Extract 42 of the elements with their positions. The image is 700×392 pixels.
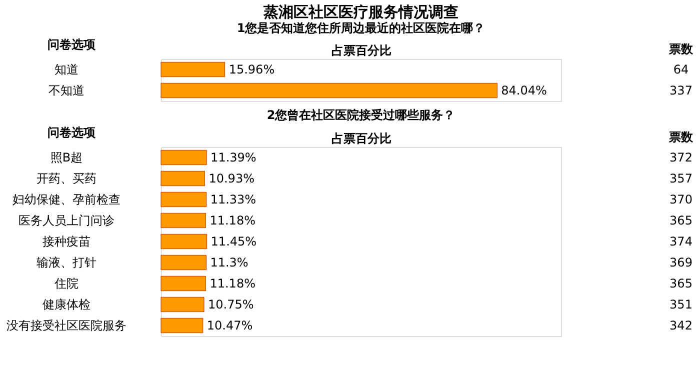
text: 351 [670,298,692,312]
text: 374 [670,234,692,248]
category-label: 妇幼保健、孕前检查 [12,192,120,206]
text: 64 [673,62,689,76]
data-label: 10.93% [208,172,254,186]
text: 370 [670,192,692,206]
category-label: 接种疫苗 [42,234,90,248]
category-label: 输液、打针 [36,256,96,270]
y-axis-title: 问卷选项 [48,126,96,140]
category-label: 开药、买药 [36,172,96,186]
data-label: 84.04% [501,84,547,98]
x-axis-title: 占票百分比 [332,132,392,146]
category-label: 医务人员上门问诊 [18,214,114,228]
category-label: 知道 [54,62,78,76]
text: 票数 [668,42,694,56]
data-label: 10.47% [206,318,253,332]
data-label: 11.39% [210,150,256,164]
text: 357 [670,172,692,186]
text: 372 [670,150,692,164]
data-label: 11.18% [210,214,256,228]
category-label: 住院 [54,276,78,290]
x-axis-title: 占票百分比 [332,44,392,58]
data-label: 10.75% [208,298,254,312]
category-label: 不知道 [48,84,84,98]
text: 365 [670,214,692,228]
y-axis-title: 问卷选项 [48,38,96,52]
data-label: 11.33% [210,192,256,206]
data-label: 15.96% [228,62,275,76]
chart-subtitle: 1您是否知道您住所周边最近的社区医院在哪？ [236,21,486,35]
text: 342 [670,318,692,332]
category-label: 没有接受社区医院服务 [6,318,126,332]
text: 365 [670,276,692,290]
chart-title: 2您曾在社区医院接受过哪些服务？ [266,108,456,122]
category-label: 照B超 [50,150,83,164]
text: 369 [670,256,692,270]
category-label: 健康体检 [42,298,90,312]
data-label: 11.3% [210,256,248,270]
data-label: 11.45% [210,234,257,248]
data-label: 11.18% [210,276,256,290]
text: 337 [670,84,692,98]
text: 票数 [668,130,694,144]
chart-title: 蒸湘区社区医疗服务情况调查 [262,3,458,21]
